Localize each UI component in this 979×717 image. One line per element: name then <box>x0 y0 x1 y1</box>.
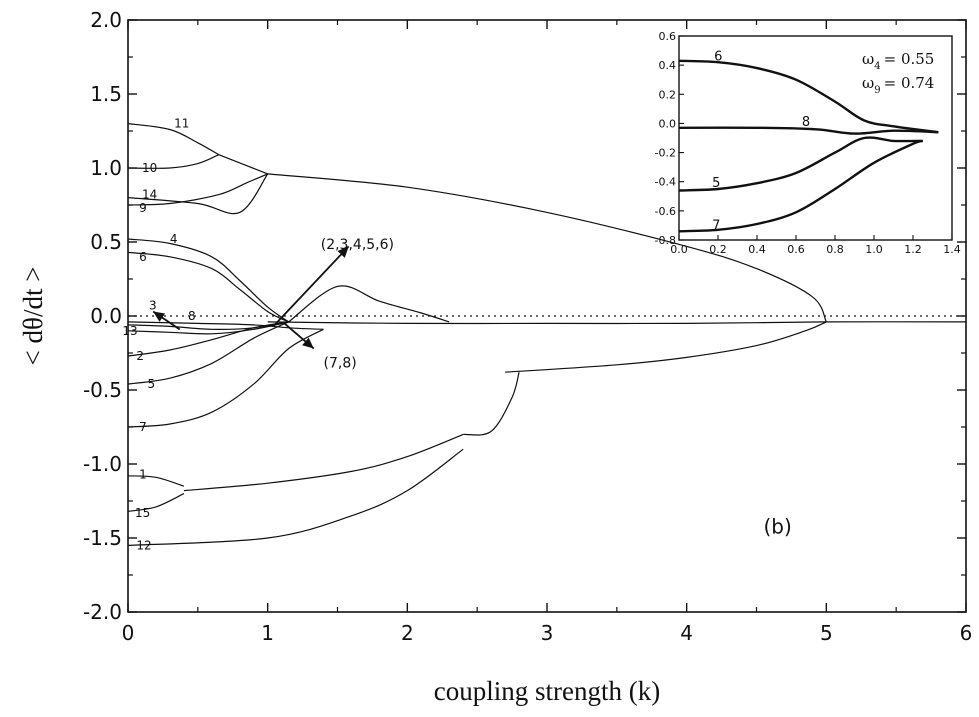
series-line-9-10-11-14 <box>218 154 268 175</box>
inset-chart: 0.0 0.2 0.4 0.6 0.8 1.0 1.2 1.4 0.6 0.4 0.2 0.0 -0.2… <box>655 30 961 256</box>
curve-label: 9 <box>139 201 147 215</box>
x-tick-label: 4 <box>680 621 693 645</box>
series-line-12 <box>127 448 464 546</box>
curve-label: 2 <box>136 349 144 363</box>
y-tick-label: 0.5 <box>90 230 122 254</box>
curve-label: 11 <box>174 117 189 131</box>
series-line-13 <box>127 321 289 335</box>
series-line-9 <box>127 173 268 206</box>
series-line-15 <box>127 493 185 512</box>
y-tick-label: -1.5 <box>83 526 122 550</box>
series-line-4 <box>127 238 289 323</box>
curve-label: 1 <box>139 467 147 481</box>
y-tick-label: -0.5 <box>83 378 122 402</box>
inset-x-tick-label: 0.0 <box>670 243 688 256</box>
x-tick-label: 2 <box>401 621 414 645</box>
inset-curve-label: 5 <box>712 176 720 191</box>
omega-symbol: ω <box>862 74 874 92</box>
y-tick-label: 2.0 <box>90 8 122 32</box>
series-line-1-15 <box>183 433 464 492</box>
series-line-11 <box>127 123 220 156</box>
arrow-to-2-3-4-5-6-head <box>337 246 349 258</box>
inset-frame <box>678 35 953 241</box>
curve-label: 15 <box>135 506 150 520</box>
omega-subscript: 4 <box>874 61 880 72</box>
omega-value: = 0.74 <box>884 74 935 92</box>
inset-curve-label: 6 <box>714 49 722 64</box>
inset-series-line-8 <box>678 126 939 135</box>
inset-y-tick-label: -0.4 <box>655 176 676 189</box>
main-chart: 0 1 2 3 4 5 62.01.51.00.50.0-0.5-1.0-1.5-2.0co… <box>18 8 972 706</box>
omega-parameter-label: ω9 = 0.74 <box>862 74 934 96</box>
inset-y-tick-label: -0.6 <box>655 205 676 218</box>
inset-x-tick-label: 0.6 <box>787 243 805 256</box>
inset-x-tick-label: 1.4 <box>943 243 961 256</box>
inset-x-tick-label: 0.8 <box>826 243 844 256</box>
y-tick-label: -1.0 <box>83 452 122 476</box>
inset-curve-label: 8 <box>802 115 810 130</box>
arrow-to-3-head <box>153 311 166 322</box>
series-line-1 <box>127 475 185 487</box>
series-line-synchronized <box>267 321 967 325</box>
arrow-to-7-8-head <box>302 337 314 349</box>
series-line-2-3-4-5-6 <box>288 285 450 323</box>
y-tick-label: 1.0 <box>90 156 122 180</box>
inset-y-tick-label: 0.0 <box>659 117 677 130</box>
y-axis-title: < dθ/dt > <box>18 267 48 366</box>
series-line-upper-branch <box>267 173 827 323</box>
series-line-lower-branch <box>505 321 827 373</box>
omega-value: = 0.55 <box>884 50 935 68</box>
x-tick-label: 6 <box>960 621 973 645</box>
omega-parameter-label: ω4 = 0.55 <box>862 50 934 72</box>
inset-series-line-5 <box>678 136 923 192</box>
inset-y-tick-label: 0.2 <box>659 88 677 101</box>
y-tick-label: -2.0 <box>83 600 122 624</box>
inset-y-tick-label: -0.8 <box>655 234 676 247</box>
inset-x-tick-label: 0.2 <box>709 243 727 256</box>
x-tick-label: 0 <box>122 621 135 645</box>
arrow-to-2-3-4-5-6-shaft <box>272 245 350 327</box>
series-line-5 <box>127 321 289 385</box>
inset-y-tick-label: -0.2 <box>655 147 676 160</box>
inset-curve-label: 7 <box>712 218 720 233</box>
inset-x-tick-label: 1.2 <box>904 243 922 256</box>
inset-x-tick-label: 1.0 <box>865 243 883 256</box>
curve-label: 13 <box>122 324 137 338</box>
inset-series-line-6 <box>678 59 939 134</box>
x-tick-label: 3 <box>541 621 554 645</box>
series-line-merged-lower <box>463 372 520 436</box>
panel-label: (b) <box>763 515 791 539</box>
x-axis-title: coupling strength (k) <box>434 676 660 706</box>
y-tick-label: 1.5 <box>90 82 122 106</box>
inset-x-tick-label: 0.4 <box>748 243 766 256</box>
curve-label: 10 <box>142 161 157 175</box>
series-line-10 <box>127 154 220 169</box>
curve-label: 5 <box>148 377 156 391</box>
omega-symbol: ω <box>862 50 874 68</box>
y-tick-label: 0.0 <box>90 304 122 328</box>
omega-subscript: 9 <box>874 85 880 96</box>
curve-label: (7,8) <box>324 355 357 371</box>
inset-y-tick-label: 0.4 <box>659 59 677 72</box>
curve-label: 7 <box>139 420 147 434</box>
series-line-14 <box>127 173 269 215</box>
curve-label: 8 <box>188 309 196 323</box>
inset-series-line-7 <box>678 139 924 233</box>
x-tick-label: 1 <box>261 621 274 645</box>
curve-label: 12 <box>136 538 151 552</box>
curve-label: (2,3,4,5,6) <box>321 237 394 253</box>
curve-label: 4 <box>170 232 178 246</box>
series-line-7 <box>127 328 324 428</box>
series-line-6 <box>127 251 289 323</box>
curve-label: 3 <box>149 299 157 313</box>
x-tick-label: 5 <box>820 621 833 645</box>
inset-y-tick-label: 0.6 <box>659 30 677 43</box>
curve-label: 6 <box>139 250 147 264</box>
curve-label: 14 <box>142 188 157 202</box>
